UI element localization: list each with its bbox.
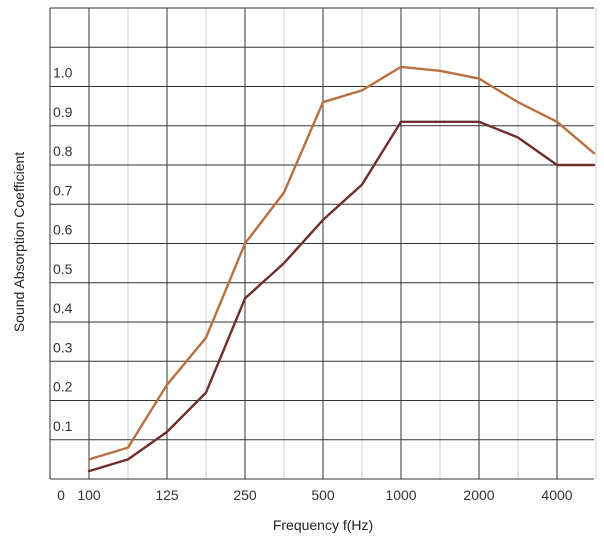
y-tick-labels: 0.1 0.2 0.3 0.4 0.5 0.6 0.7 0.8 0.9 1.0 1.2 <box>53 0 73 434</box>
x-tick-label: 250 <box>233 487 257 503</box>
y-tick-label: 1.0 <box>53 65 73 81</box>
y-tick-label: 0.6 <box>53 222 73 238</box>
x-tick-label: 500 <box>311 487 335 503</box>
y-tick-label: 0.7 <box>53 182 73 198</box>
y-tick-label: 0.5 <box>53 261 73 277</box>
x-tick-label: 1000 <box>385 487 416 503</box>
y-tick-label: 0.4 <box>53 300 73 316</box>
y-tick-label: 1.2 <box>53 0 73 2</box>
x-origin-label: 0 <box>57 487 65 503</box>
x-axis-label: Frequency f(Hz) <box>273 517 373 533</box>
y-axis-label: Sound Absorption Coefficient <box>11 152 27 332</box>
y-tick-label: 0.3 <box>53 339 73 355</box>
y-tick-label: 0.8 <box>53 143 73 159</box>
y-tick-label: 0.2 <box>53 379 73 395</box>
series-line-1 <box>87 65 596 461</box>
x-tick-label: 125 <box>155 487 179 503</box>
series-line-2 <box>87 120 596 473</box>
x-tick-label: 4000 <box>541 487 572 503</box>
x-tick-labels: 0 100 125 250 500 1000 2000 4000 <box>57 487 573 503</box>
y-tick-label: 0.9 <box>53 104 73 120</box>
x-tick-label: 100 <box>77 487 101 503</box>
x-tick-label: 2000 <box>463 487 494 503</box>
y-tick-label: 0.1 <box>53 418 73 434</box>
series-layer <box>87 65 596 473</box>
grid-major <box>49 7 594 480</box>
